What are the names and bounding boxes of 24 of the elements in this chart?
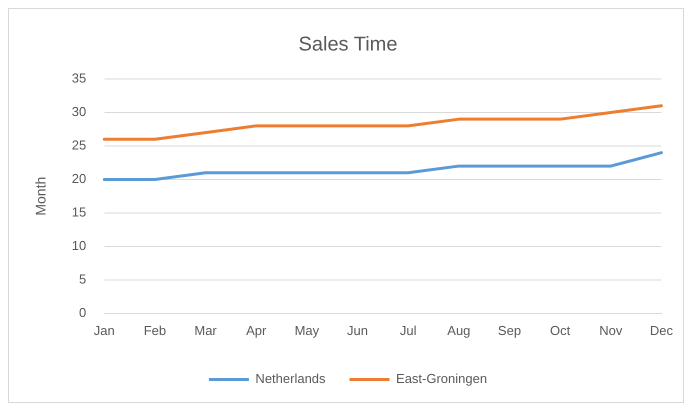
chart-title: Sales Time — [298, 34, 398, 56]
legend-label: East-Groningen — [396, 371, 488, 386]
x-tick-label: Apr — [246, 322, 267, 338]
y-axis-title: Month — [32, 176, 48, 216]
y-tick-label: 30 — [72, 104, 86, 120]
y-tick-label: 35 — [72, 70, 86, 86]
legend-label: Netherlands — [255, 371, 326, 386]
x-tick-label: Feb — [144, 322, 166, 338]
y-tick-label: 5 — [79, 271, 86, 286]
y-tick-label: 25 — [72, 138, 86, 153]
y-tick-label: 20 — [72, 171, 86, 186]
x-tick-label: Nov — [599, 322, 623, 338]
y-tick-label: 0 — [79, 304, 86, 320]
x-tick-label: May — [294, 322, 320, 338]
x-tick-label: Jul — [400, 322, 417, 338]
x-tick-label: Jan — [94, 322, 115, 338]
x-tick-label: Dec — [650, 322, 674, 338]
x-tick-label: Oct — [550, 322, 571, 338]
x-tick-label: Jun — [347, 322, 368, 338]
x-tick-label: Aug — [447, 322, 470, 338]
x-tick-label: Mar — [194, 322, 218, 338]
x-tick-label: Sep — [498, 322, 522, 338]
y-tick-label: 10 — [72, 238, 86, 254]
y-tick-label: 15 — [72, 204, 86, 220]
